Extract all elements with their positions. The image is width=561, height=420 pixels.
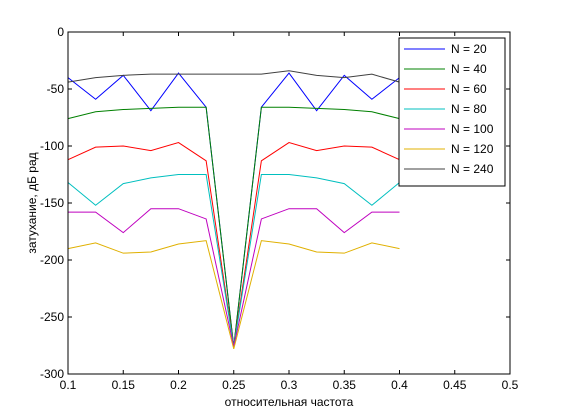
y-tick-label: 0 <box>57 25 64 39</box>
legend: N = 20 N = 40 N = 60 N = 80 N = 100 N = 120 N … <box>398 37 506 187</box>
legend-entry-label: N = 20 <box>451 42 487 56</box>
y-tick-label: -50 <box>47 82 65 96</box>
y-tick-label: -100 <box>40 139 64 153</box>
x-tick-label: 0.35 <box>333 378 357 392</box>
x-tick-label: 0.4 <box>391 378 408 392</box>
y-axis-label: затухание, дБ рад <box>25 152 39 253</box>
legend-entry-label: N = 240 <box>451 162 494 176</box>
x-axis-ticks: 0.1 0.15 0.2 0.25 0.3 0.35 0.4 0.45 0.5 <box>60 32 519 392</box>
legend-entry-label: N = 100 <box>451 122 494 136</box>
legend-entry-label: N = 80 <box>451 102 487 116</box>
x-tick-label: 0.5 <box>502 378 519 392</box>
y-tick-label: -300 <box>40 367 64 381</box>
series-group <box>67 70 400 350</box>
y-tick-label: -250 <box>40 310 64 324</box>
legend-entry-label: N = 60 <box>451 82 487 96</box>
x-tick-label: 0.25 <box>222 378 246 392</box>
x-tick-label: 0.2 <box>170 378 187 392</box>
y-tick-label: -200 <box>40 253 64 267</box>
legend-entry-label: N = 40 <box>451 62 487 76</box>
x-tick-label: 0.3 <box>281 378 298 392</box>
series-line-n-100 <box>68 208 400 347</box>
x-tick-label: 0.15 <box>112 378 136 392</box>
x-tick-label: 0.45 <box>443 378 467 392</box>
legend-entry-label: N = 120 <box>451 142 494 156</box>
x-axis-label: относительная частота <box>225 395 354 409</box>
series-line-n-120 <box>67 240 400 350</box>
series-line-n-240 <box>67 70 400 83</box>
y-tick-label: -150 <box>40 196 64 210</box>
legend-box <box>398 37 506 187</box>
y-axis-ticks: 0 -50 -100 -150 -200 -250 -300 <box>40 25 510 381</box>
x-tick-label: 0.1 <box>60 378 77 392</box>
